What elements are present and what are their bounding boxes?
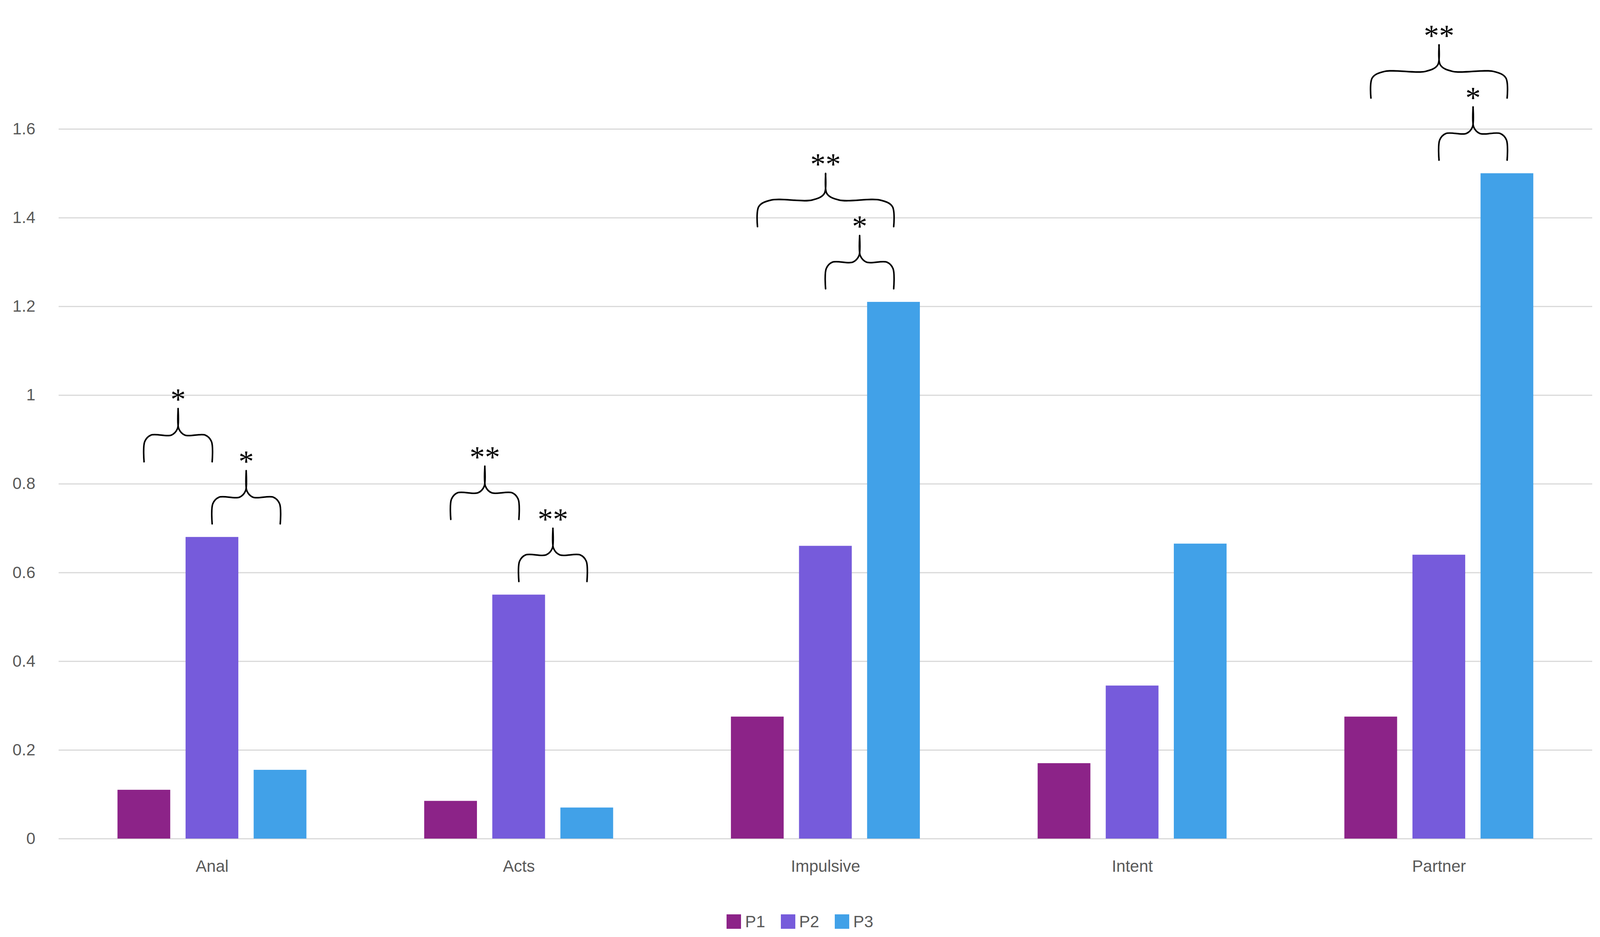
svg-text:*: * (851, 208, 868, 243)
svg-text:0.2: 0.2 (12, 740, 36, 759)
svg-text:1.4: 1.4 (12, 208, 36, 227)
svg-text:**: ** (810, 146, 842, 181)
svg-text:1: 1 (26, 385, 36, 404)
svg-text:0: 0 (26, 829, 36, 848)
svg-text:*: * (238, 444, 254, 479)
svg-text:0.6: 0.6 (12, 563, 36, 582)
svg-text:*: * (170, 382, 186, 417)
svg-text:1.2: 1.2 (12, 296, 36, 316)
svg-text:1.6: 1.6 (12, 119, 36, 138)
svg-text:Acts: Acts (502, 857, 535, 876)
svg-text:Partner: Partner (1412, 857, 1467, 876)
svg-text:**: ** (537, 501, 568, 536)
svg-text:Anal: Anal (195, 857, 229, 876)
svg-text:0.4: 0.4 (12, 651, 36, 671)
svg-text:Intent: Intent (1111, 857, 1153, 876)
svg-text:Impulsive: Impulsive (791, 857, 861, 876)
svg-text:**: ** (1423, 18, 1455, 53)
html-text:P2: P2 (799, 912, 820, 931)
svg-text:*: * (1465, 80, 1481, 115)
svg-text:**: ** (469, 439, 500, 474)
html-text:P3: P3 (853, 912, 874, 931)
html-text:P1: P1 (745, 912, 766, 931)
svg-text:0.8: 0.8 (12, 474, 36, 493)
